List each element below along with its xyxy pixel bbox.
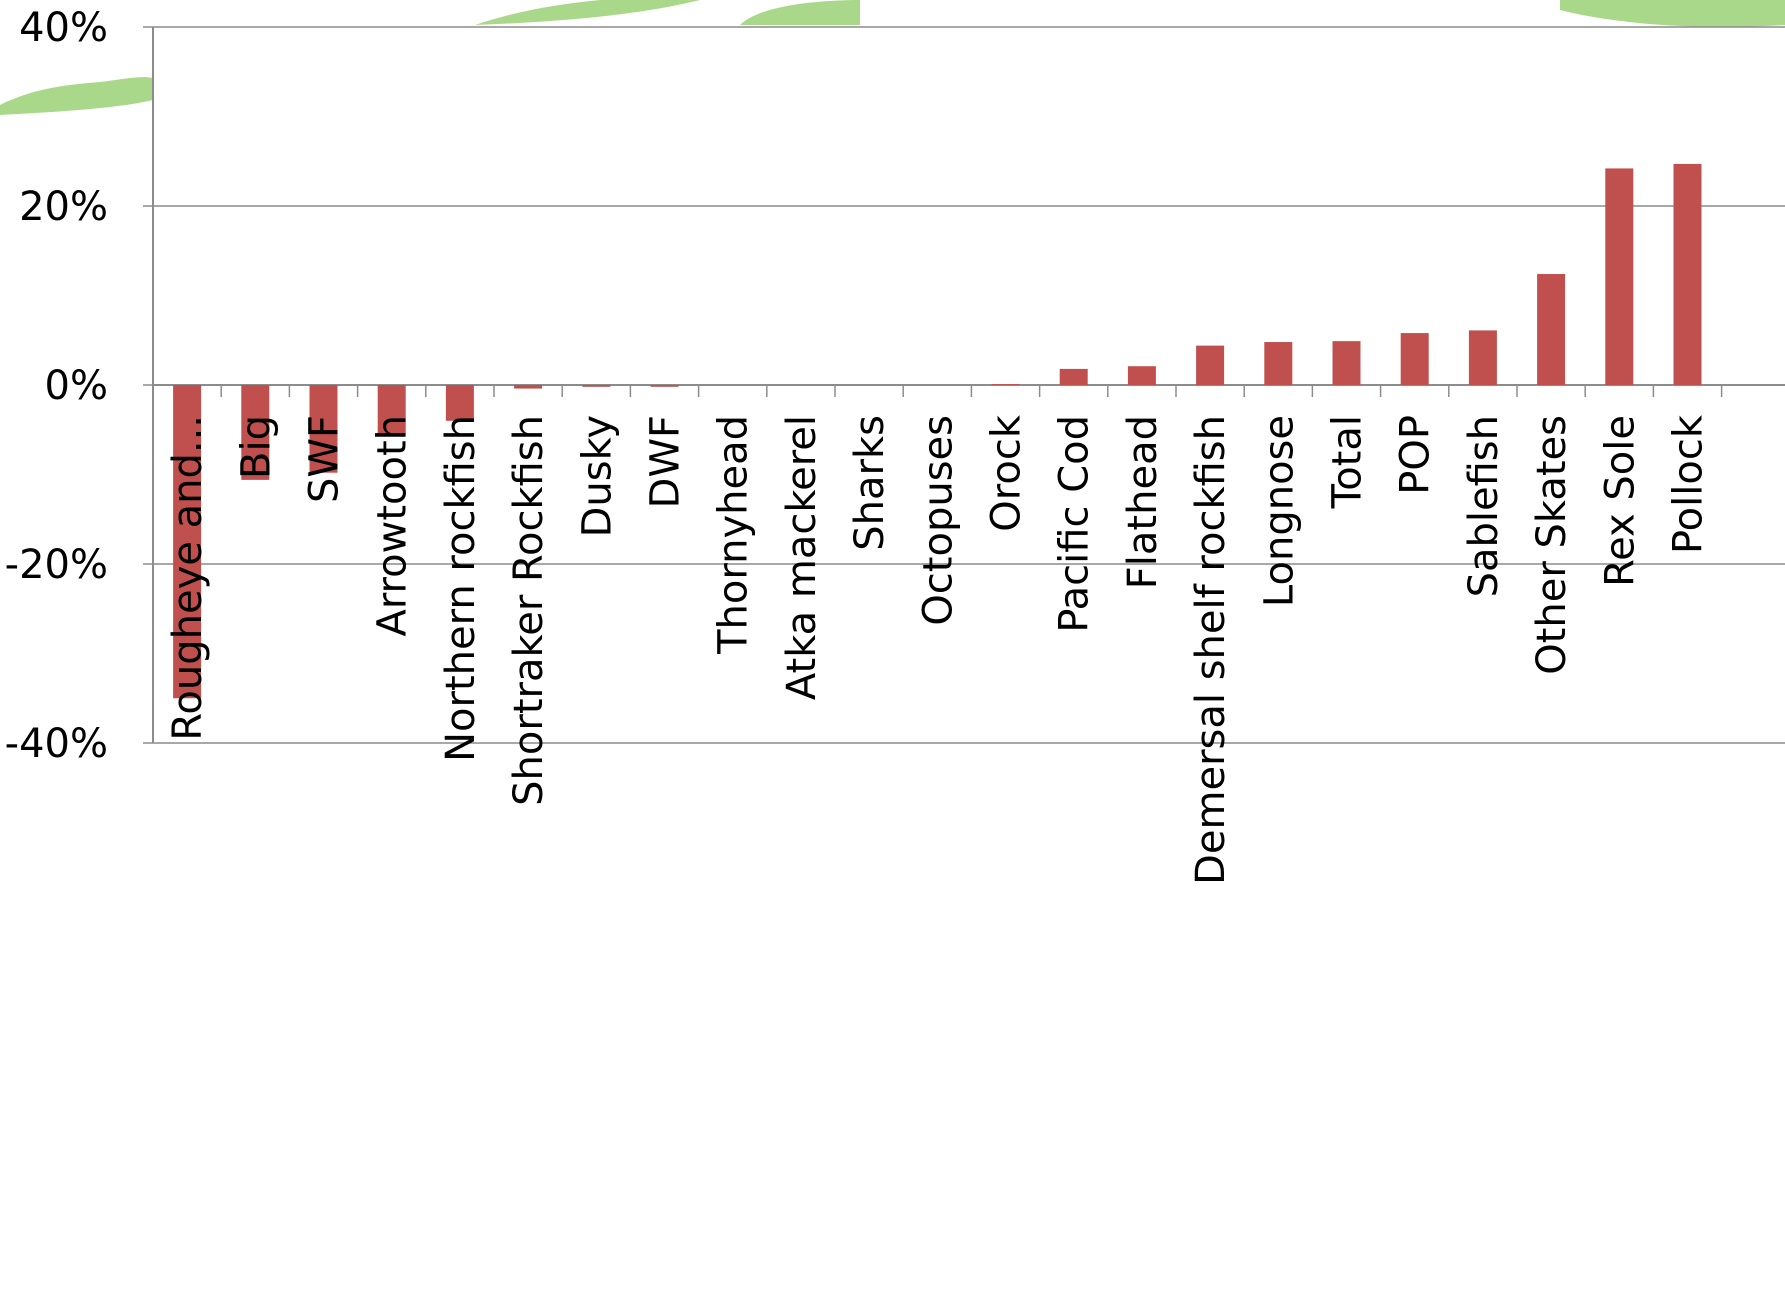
x-tick-label-4: Northern rockfish xyxy=(438,415,484,762)
map-land-top-center-1 xyxy=(475,0,700,25)
x-tick-label-16: Longnose xyxy=(1256,415,1302,607)
bar-5 xyxy=(514,385,543,389)
x-tick-label-2: SWF xyxy=(302,415,348,503)
x-axis-tick-labels: Rougheye and... Big SWF Arrowtooth Northern … xyxy=(165,414,1711,885)
bar-2 xyxy=(309,385,338,473)
x-tick-label-22: Pollock xyxy=(1666,414,1712,554)
x-tick-label-21: Rex Sole xyxy=(1597,415,1643,587)
x-tick-label-6: Dusky xyxy=(574,415,620,537)
y-tick-label-2: 0% xyxy=(45,363,108,409)
bar-0 xyxy=(173,385,202,699)
bar-13 xyxy=(1059,368,1088,385)
y-tick-label-3: -20% xyxy=(5,542,108,588)
bar-18 xyxy=(1400,333,1429,385)
x-tick-label-19: Sablefish xyxy=(1461,415,1507,597)
x-tick-label-15: Demersal shelf rockfish xyxy=(1188,415,1234,885)
map-land-top-center-2 xyxy=(740,0,860,25)
bar-14 xyxy=(1127,366,1156,385)
bar-4 xyxy=(445,385,474,421)
bar-12 xyxy=(991,384,1020,386)
bar-16 xyxy=(1264,342,1293,385)
x-tick-label-9: Atka mackerel xyxy=(779,415,825,700)
bar-19 xyxy=(1468,330,1497,385)
bar-7 xyxy=(650,385,679,387)
map-background-decoration xyxy=(0,0,1785,115)
x-tick-label-0: Rougheye and... xyxy=(165,415,211,741)
x-tick-label-12: Orock xyxy=(984,414,1030,532)
y-tick-label-1: 20% xyxy=(19,184,108,230)
x-tick-label-11: Octopuses xyxy=(915,415,961,626)
bar-3 xyxy=(377,385,406,437)
x-tick-label-17: Total xyxy=(1325,415,1371,509)
bars xyxy=(173,163,1702,699)
bar-1 xyxy=(241,385,270,480)
x-tick-label-1: Big xyxy=(233,415,279,479)
x-tick-label-7: DWF xyxy=(643,415,689,508)
bar-20 xyxy=(1537,274,1566,385)
y-axis-tick-labels: 40% 20% 0% -20% -40% xyxy=(5,5,108,767)
x-tick-label-8: Thornyhead xyxy=(711,415,757,655)
x-tick-label-10: Sharks xyxy=(847,415,893,551)
x-tick-label-14: Flathead xyxy=(1120,415,1166,589)
bar-22 xyxy=(1673,163,1702,385)
map-land-left xyxy=(0,77,153,115)
x-tick-label-13: Pacific Cod xyxy=(1052,415,1098,633)
bar-21 xyxy=(1605,168,1634,385)
bar-15 xyxy=(1196,345,1225,385)
y-tick-label-4: -40% xyxy=(5,721,108,767)
x-tick-label-18: POP xyxy=(1393,415,1439,495)
y-tick-label-0: 40% xyxy=(19,5,108,51)
bar-17 xyxy=(1332,341,1361,385)
x-tick-label-3: Arrowtooth xyxy=(370,415,416,637)
bar-6 xyxy=(582,385,611,387)
x-tick-label-5: Shortraker Rockfish xyxy=(506,415,552,806)
axes xyxy=(143,26,1785,744)
map-land-top-right xyxy=(1560,0,1785,27)
x-tick-label-20: Other Skates xyxy=(1529,415,1575,675)
